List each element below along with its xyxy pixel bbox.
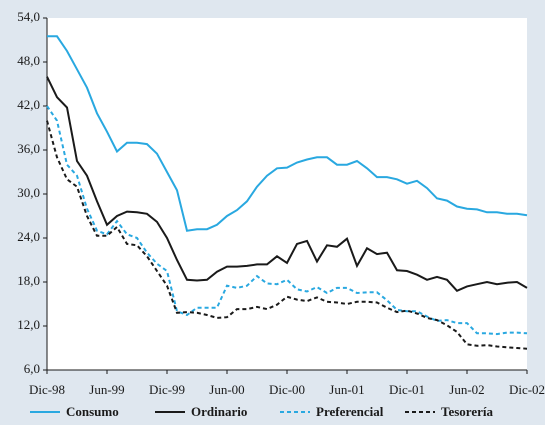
x-tick-label: Dic-01 [389,382,425,397]
x-tick-label: Dic-98 [29,382,65,397]
x-tick-label: Dic-02 [509,382,545,397]
plot-area [47,18,527,370]
series-line [46,105,528,336]
y-tick-label: 54,0 [17,9,40,24]
y-tick-label: 18,0 [17,273,40,288]
y-tick-label: 42,0 [17,97,40,112]
x-tick-label: Dic-00 [269,382,305,397]
legend-label: Tesorería [441,404,493,419]
series-line [46,76,528,293]
y-tick-label: 24,0 [17,229,40,244]
series-line [47,35,528,232]
series-line [46,120,528,350]
legend-label: Preferencial [316,404,384,419]
legend-label: Ordinario [191,404,247,419]
y-tick-label: 30,0 [17,185,40,200]
y-tick-label: 36,0 [17,141,40,156]
y-tick-label: 48,0 [17,53,40,68]
x-tick-label: Jun-00 [209,382,244,397]
x-tick-label: Dic-99 [149,382,185,397]
legend-label: Consumo [66,404,119,419]
x-tick-label: Jun-99 [89,382,124,397]
x-tick-label: Jun-01 [329,382,364,397]
y-tick-label: 12,0 [17,317,40,332]
x-tick-label: Jun-02 [449,382,484,397]
y-tick-label: 6,0 [24,361,40,376]
